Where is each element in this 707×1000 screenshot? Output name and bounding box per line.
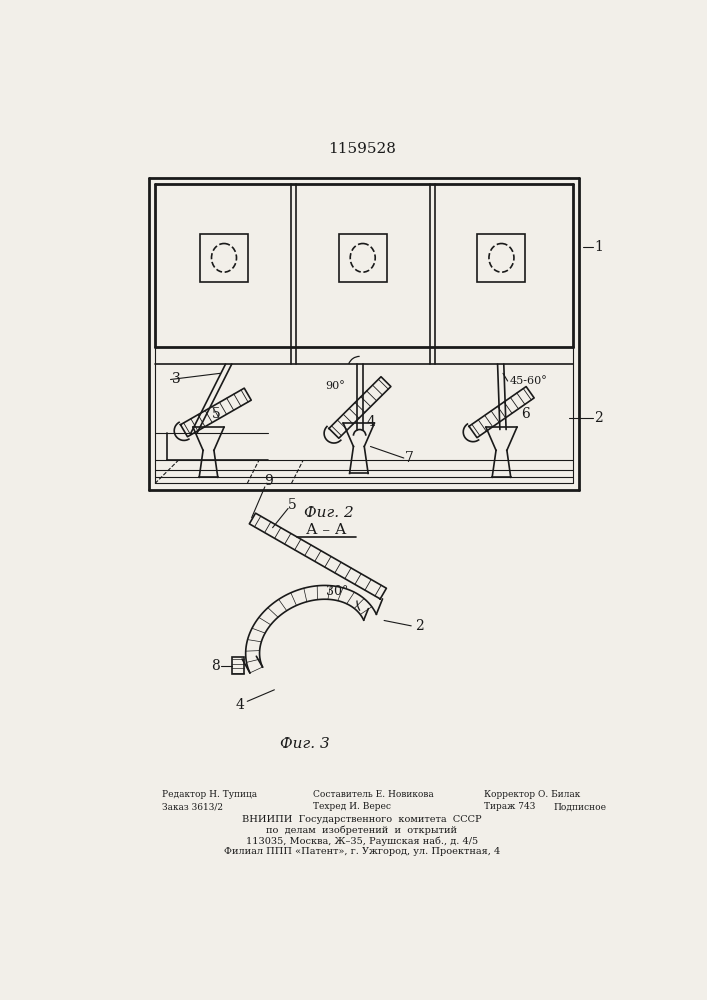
Text: ВНИИПИ  Государственного  комитета  СССР: ВНИИПИ Государственного комитета СССР (242, 815, 481, 824)
Text: 4: 4 (235, 698, 244, 712)
Bar (477, 234, 525, 282)
Text: 7: 7 (405, 451, 414, 465)
Text: 3: 3 (172, 372, 181, 386)
Text: 90°: 90° (326, 381, 346, 391)
Text: Редактор Н. Тупица: Редактор Н. Тупица (162, 790, 257, 799)
Text: 5: 5 (211, 407, 220, 421)
Text: Фиг. 2: Фиг. 2 (304, 506, 354, 520)
Text: Тираж 743: Тираж 743 (484, 802, 535, 811)
Text: по  делам  изобретений  и  открытий: по делам изобретений и открытий (267, 825, 457, 835)
Text: 30°: 30° (327, 585, 349, 598)
Text: 6: 6 (521, 407, 530, 421)
Text: 8: 8 (211, 659, 219, 673)
Text: Фиг. 3: Фиг. 3 (281, 737, 330, 751)
Text: Филиал ППП «Патент», г. Ужгород, ул. Проектная, 4: Филиал ППП «Патент», г. Ужгород, ул. Про… (224, 847, 500, 856)
Text: 5: 5 (288, 498, 296, 512)
Text: 1159528: 1159528 (328, 142, 396, 156)
Bar (232, 657, 245, 674)
Text: 2: 2 (595, 411, 603, 425)
Text: 2: 2 (414, 619, 423, 633)
Text: 1: 1 (595, 240, 603, 254)
Text: 4: 4 (367, 415, 375, 429)
Bar (339, 234, 387, 282)
Text: Подписное: Подписное (554, 802, 607, 811)
Text: Составитель Е. Новикова: Составитель Е. Новикова (313, 790, 434, 799)
Text: 45-60°: 45-60° (509, 376, 547, 386)
Text: Корректор О. Билак: Корректор О. Билак (484, 790, 580, 799)
Text: Техред И. Верес: Техред И. Верес (313, 802, 391, 811)
Text: А – А: А – А (306, 523, 346, 537)
Bar (200, 234, 248, 282)
Text: Заказ 3613/2: Заказ 3613/2 (162, 802, 223, 811)
Text: 113035, Москва, Ж–35, Раушская наб., д. 4/5: 113035, Москва, Ж–35, Раушская наб., д. … (246, 836, 478, 846)
Text: 9: 9 (264, 474, 273, 488)
